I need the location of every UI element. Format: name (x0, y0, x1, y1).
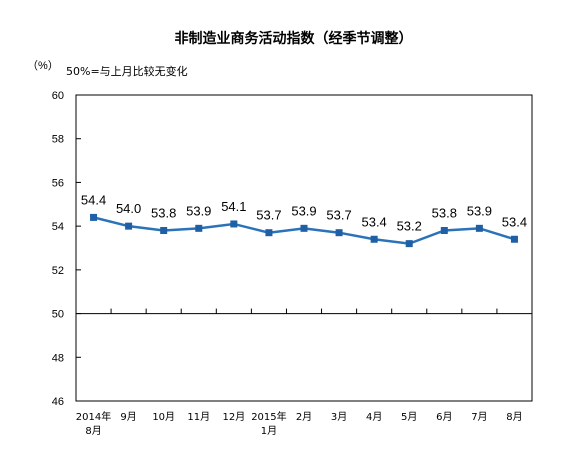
data-point-marker (440, 227, 448, 235)
data-label: 53.4 (361, 214, 386, 229)
x-tick-label: 2014年 (76, 410, 111, 423)
data-point-marker (475, 224, 483, 232)
y-tick-label: 52 (52, 265, 64, 277)
data-label: 54.4 (81, 192, 106, 207)
x-tick-label: 12月 (222, 411, 245, 423)
x-tick-label: 6月 (436, 411, 452, 423)
data-label: 53.4 (502, 214, 527, 229)
data-label: 53.9 (186, 203, 211, 218)
y-axis-unit-label: （%） (27, 59, 59, 72)
data-point-marker (125, 222, 133, 230)
x-tick-label: 2月 (296, 411, 312, 423)
x-tick-label: 10月 (152, 411, 175, 423)
series-line-group: 54.4 54.0 53.8 53.9 54.1 53.7 53.9 53.7 53.4 53.2… (81, 192, 527, 248)
x-tick-label: 9月 (120, 411, 136, 423)
data-point-marker (160, 227, 168, 235)
data-label: 53.7 (256, 208, 281, 223)
x-tick-label: 7月 (471, 411, 487, 423)
data-label: 53.9 (467, 203, 492, 218)
data-point-marker (370, 235, 378, 243)
data-point-marker (90, 213, 98, 221)
data-point-marker (195, 224, 203, 232)
baseline-note: 50%=与上月比较无变化 (66, 64, 188, 78)
data-label: 53.7 (326, 208, 351, 223)
data-point-marker (405, 240, 413, 248)
data-label: 53.8 (432, 206, 457, 221)
y-tick-label: 58 (52, 134, 64, 146)
data-label: 53.2 (397, 219, 422, 234)
y-tick-label: 56 (52, 177, 64, 189)
data-label: 54.0 (116, 201, 141, 216)
plot-area-frame (75, 94, 533, 402)
y-tick-label: 46 (52, 396, 64, 408)
chart-title: 非制造业商务活动指数（经季节调整） (174, 31, 413, 47)
data-point-marker (230, 220, 238, 228)
x-tick-label: 2015年 (251, 410, 286, 423)
x-tick-label: 8月 (506, 411, 522, 423)
data-label: 53.9 (291, 203, 316, 218)
data-label: 53.8 (151, 206, 176, 221)
x-tick-label: 3月 (331, 411, 347, 423)
y-tick-label: 54 (52, 221, 64, 233)
x-tick-label: 5月 (401, 411, 417, 423)
y-tick-label: 48 (52, 352, 64, 364)
data-point-marker (510, 235, 518, 243)
data-point-marker (335, 229, 343, 237)
data-point-marker (265, 229, 273, 237)
y-tick-label: 50 (52, 309, 64, 321)
y-tick-label: 60 (52, 90, 64, 102)
x-axis: 2014年 8月 9月 10月 11月 12月 2015年 1月 2月 3月 4月 5月 6月 7月 8月 (75, 308, 533, 437)
x-tick-label: 11月 (187, 411, 210, 423)
data-point-marker (300, 224, 308, 232)
x-tick-label: 4月 (366, 411, 382, 423)
x-tick-label: 8月 (85, 425, 101, 437)
y-axis: 46 48 50 52 54 56 58 60 (52, 90, 532, 408)
x-tick-label: 1月 (261, 425, 277, 437)
data-label: 54.1 (221, 199, 246, 214)
